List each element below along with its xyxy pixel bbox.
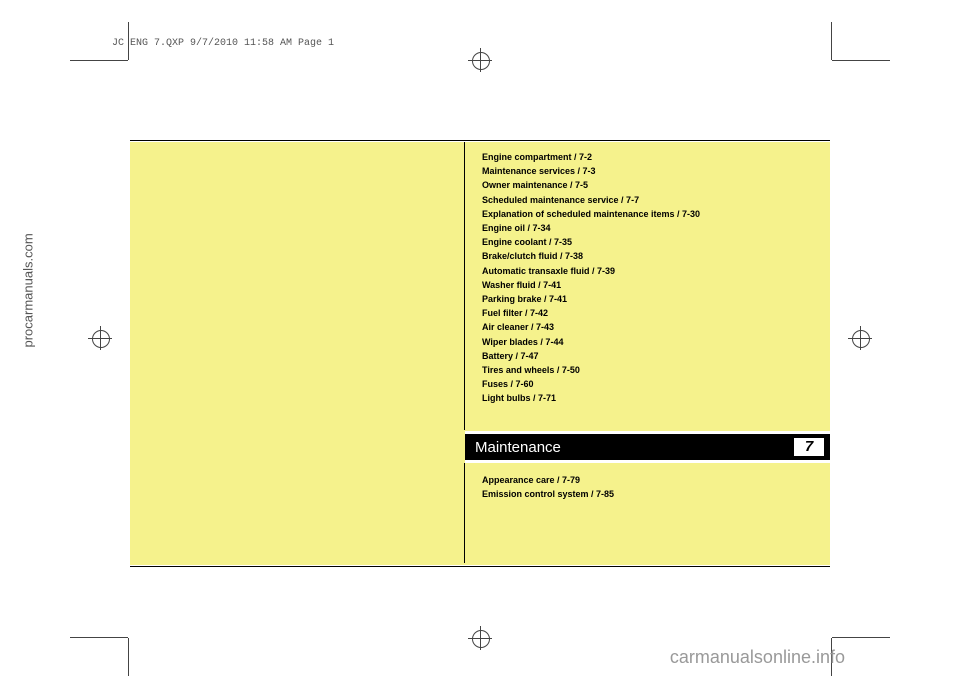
toc-item: Washer fluid / 7-41 — [482, 278, 700, 292]
print-header: JC ENG 7.QXP 9/7/2010 11:58 AM Page 1 — [112, 38, 334, 49]
toc-item: Explanation of scheduled maintenance ite… — [482, 207, 700, 221]
sidebar-watermark: procarmanuals.com — [21, 233, 36, 347]
toc-item: Air cleaner / 7-43 — [482, 320, 700, 334]
chapter-number: 7 — [794, 438, 824, 456]
toc-item: Appearance care / 7-79 — [482, 473, 614, 487]
toc-item: Battery / 7-47 — [482, 349, 700, 363]
registration-mark — [468, 48, 492, 72]
toc-item: Owner maintenance / 7-5 — [482, 178, 700, 192]
toc-item: Automatic transaxle fluid / 7-39 — [482, 264, 700, 278]
crop-mark — [832, 637, 890, 638]
toc-item: Engine coolant / 7-35 — [482, 235, 700, 249]
toc-item: Brake/clutch fluid / 7-38 — [482, 249, 700, 263]
toc-item: Tires and wheels / 7-50 — [482, 363, 700, 377]
toc-panel-top: Engine compartment / 7-2 Maintenance ser… — [464, 142, 830, 430]
toc-panel-bottom: Appearance care / 7-79 Emission control … — [464, 463, 830, 563]
toc-list-top: Engine compartment / 7-2 Maintenance ser… — [482, 150, 700, 406]
toc-item: Light bulbs / 7-71 — [482, 391, 700, 405]
crop-mark — [70, 637, 128, 638]
chapter-title: Maintenance — [465, 439, 561, 456]
toc-list-bottom: Appearance care / 7-79 Emission control … — [482, 473, 614, 501]
toc-item: Scheduled maintenance service / 7-7 — [482, 193, 700, 207]
toc-item: Fuel filter / 7-42 — [482, 306, 700, 320]
crop-mark — [832, 60, 890, 61]
toc-item: Emission control system / 7-85 — [482, 487, 614, 501]
page-container: Engine compartment / 7-2 Maintenance ser… — [130, 140, 830, 567]
crop-mark — [128, 638, 129, 676]
registration-mark — [88, 326, 112, 350]
registration-mark — [848, 326, 872, 350]
toc-item: Wiper blades / 7-44 — [482, 335, 700, 349]
crop-mark — [831, 22, 832, 60]
bottom-watermark: carmanualsonline.info — [670, 647, 845, 668]
chapter-title-bar: Maintenance 7 — [465, 431, 830, 463]
toc-item: Engine compartment / 7-2 — [482, 150, 700, 164]
crop-mark — [70, 60, 128, 61]
toc-item: Engine oil / 7-34 — [482, 221, 700, 235]
toc-item: Fuses / 7-60 — [482, 377, 700, 391]
crop-mark — [128, 22, 129, 60]
toc-item: Parking brake / 7-41 — [482, 292, 700, 306]
registration-mark — [468, 626, 492, 650]
toc-item: Maintenance services / 7-3 — [482, 164, 700, 178]
